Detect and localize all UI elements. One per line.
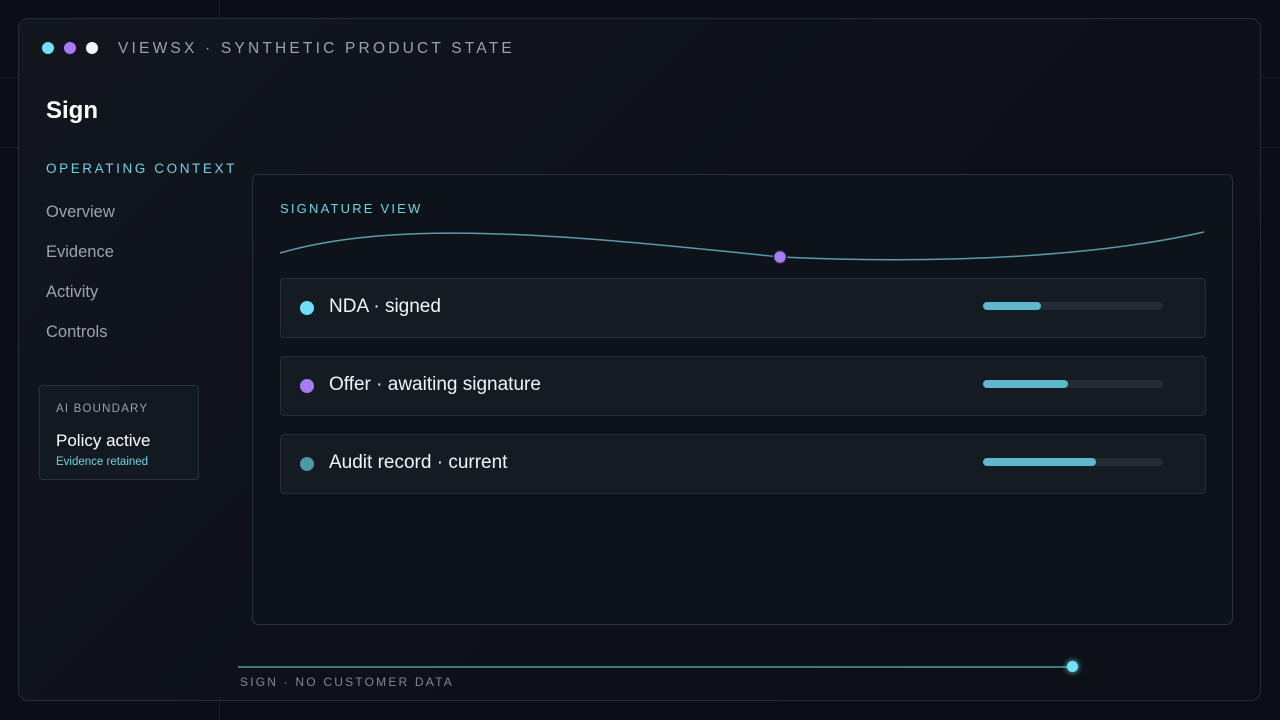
- ai-boundary-card: AI BOUNDARY Policy active Evidence retai…: [39, 385, 199, 480]
- row-status-dot: [300, 457, 314, 471]
- ai-boundary-note: Evidence retained: [56, 456, 149, 468]
- signature-wave-line: [279, 231, 1205, 261]
- row-label: NDA · signed: [329, 296, 441, 317]
- row-progress-fill: [983, 302, 1041, 310]
- window-dot-white[interactable]: [86, 42, 98, 54]
- signature-row-nda[interactable]: NDA · signed: [280, 278, 1206, 338]
- app-title: VIEWSX · SYNTHETIC PRODUCT STATE: [118, 40, 515, 57]
- page-title: Sign: [46, 97, 98, 124]
- footer-caption: SIGN · NO CUSTOMER DATA: [240, 675, 454, 689]
- signature-row-audit[interactable]: Audit record · current: [280, 434, 1206, 494]
- footer-progress-handle[interactable]: [1067, 661, 1078, 672]
- row-progress-fill: [983, 458, 1097, 466]
- sidebar-item-activity[interactable]: Activity: [46, 283, 99, 301]
- row-progress-track: [983, 380, 1163, 388]
- row-status-dot: [300, 379, 314, 393]
- sidebar-item-overview[interactable]: Overview: [46, 203, 115, 221]
- footer-progress-track: [238, 666, 1074, 668]
- sidebar-section-label: OPERATING CONTEXT: [46, 161, 237, 176]
- row-label: Audit record · current: [329, 452, 508, 473]
- row-progress-fill: [983, 380, 1068, 388]
- signature-wave: [279, 231, 1205, 265]
- row-progress-track: [983, 302, 1163, 310]
- ai-boundary-status: Policy active: [56, 431, 151, 450]
- signature-row-offer[interactable]: Offer · awaiting signature: [280, 356, 1206, 416]
- window-controls: [42, 42, 98, 54]
- row-progress-track: [983, 458, 1163, 466]
- row-status-dot: [300, 301, 314, 315]
- window-dot-cyan[interactable]: [42, 42, 54, 54]
- signature-wave-marker[interactable]: [772, 249, 788, 265]
- row-label: Offer · awaiting signature: [329, 374, 541, 395]
- sidebar-item-evidence[interactable]: Evidence: [46, 243, 114, 261]
- signature-view-panel: SIGNATURE VIEW NDA · signed Offer · awai…: [252, 174, 1233, 625]
- ai-boundary-label: AI BOUNDARY: [56, 403, 149, 415]
- sidebar-item-controls[interactable]: Controls: [46, 323, 108, 341]
- window-dot-purple[interactable]: [64, 42, 76, 54]
- signature-view-label: SIGNATURE VIEW: [280, 201, 423, 216]
